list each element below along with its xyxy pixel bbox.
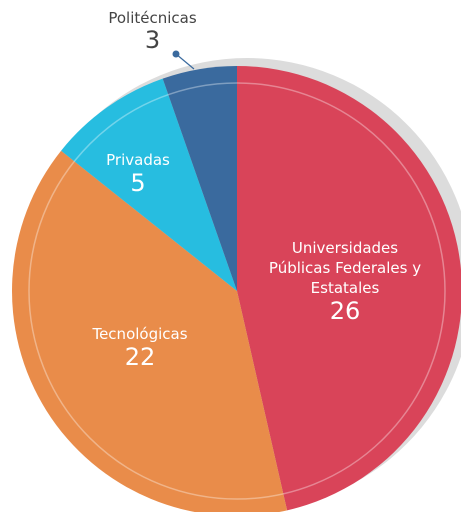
pie-slice bbox=[162, 66, 237, 291]
value-label: 22 bbox=[124, 343, 156, 371]
leader-dot bbox=[172, 50, 180, 58]
slice-label: Universidades Públicas Federales y Estat… bbox=[260, 238, 430, 324]
label-group: Privadas 5 bbox=[88, 150, 188, 196]
category-label: Politécnicas bbox=[108, 9, 197, 27]
leader-line bbox=[175, 53, 195, 70]
value-label: 3 bbox=[144, 26, 161, 54]
label-group: Universidades Públicas Federales y Estat… bbox=[260, 238, 430, 324]
category-label: Universidades Públicas Federales y Estat… bbox=[268, 239, 422, 297]
pie-slice bbox=[237, 66, 461, 511]
label-group: Politécnicas 3 bbox=[90, 8, 215, 52]
inner-ring bbox=[28, 82, 446, 500]
pie-slice bbox=[61, 78, 237, 291]
label-group: Tecnológicas 22 bbox=[60, 324, 220, 370]
value-label: 26 bbox=[329, 297, 361, 325]
category-label: Privadas bbox=[106, 151, 170, 169]
pie-slice bbox=[12, 150, 288, 512]
category-label: Tecnológicas bbox=[92, 325, 188, 343]
value-label: 5 bbox=[130, 169, 146, 197]
